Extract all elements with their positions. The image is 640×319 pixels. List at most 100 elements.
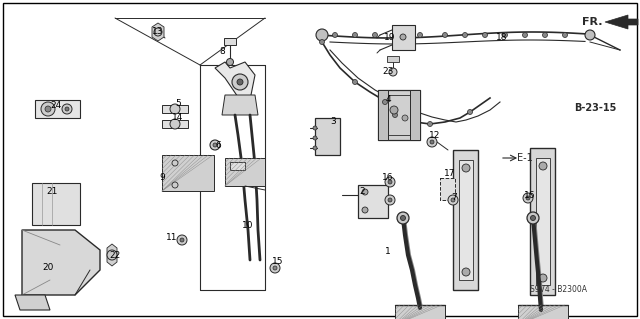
Circle shape	[389, 68, 397, 76]
Circle shape	[563, 33, 568, 38]
Polygon shape	[440, 178, 455, 200]
Circle shape	[385, 195, 395, 205]
Circle shape	[522, 33, 527, 38]
Circle shape	[172, 160, 178, 166]
Circle shape	[227, 58, 234, 65]
Polygon shape	[215, 62, 255, 100]
Text: 19: 19	[384, 33, 396, 42]
Circle shape	[527, 212, 539, 224]
Circle shape	[372, 33, 378, 38]
Text: 14: 14	[172, 114, 184, 122]
Circle shape	[319, 40, 324, 44]
Circle shape	[539, 274, 547, 282]
Text: 17: 17	[444, 168, 456, 177]
Circle shape	[177, 235, 187, 245]
Circle shape	[333, 33, 337, 38]
Circle shape	[531, 216, 536, 220]
Circle shape	[313, 126, 317, 130]
Bar	[395, 305, 445, 319]
Text: 16: 16	[382, 173, 394, 182]
Text: 18: 18	[496, 33, 508, 42]
Text: 6: 6	[215, 140, 221, 150]
Polygon shape	[536, 158, 550, 285]
Polygon shape	[453, 150, 478, 290]
Polygon shape	[162, 105, 188, 113]
Polygon shape	[530, 148, 555, 295]
Circle shape	[462, 268, 470, 276]
Text: 22: 22	[109, 251, 120, 261]
Circle shape	[180, 238, 184, 242]
Text: 16: 16	[524, 190, 536, 199]
Polygon shape	[22, 230, 100, 295]
Circle shape	[210, 140, 220, 150]
Circle shape	[362, 189, 368, 195]
Text: 11: 11	[166, 233, 178, 241]
Circle shape	[45, 106, 51, 112]
Circle shape	[442, 33, 447, 38]
Circle shape	[428, 122, 433, 127]
Text: FR.: FR.	[582, 17, 602, 27]
Polygon shape	[230, 162, 245, 170]
Text: 15: 15	[272, 257, 284, 266]
Circle shape	[448, 195, 458, 205]
Text: 3: 3	[330, 117, 336, 127]
Circle shape	[483, 33, 488, 38]
Circle shape	[213, 143, 217, 147]
Circle shape	[539, 162, 547, 170]
Text: 4: 4	[385, 95, 391, 105]
Text: 9: 9	[159, 174, 165, 182]
Circle shape	[543, 33, 547, 38]
Polygon shape	[35, 100, 80, 118]
Polygon shape	[224, 38, 236, 45]
Text: E-1: E-1	[517, 153, 533, 163]
Circle shape	[523, 193, 533, 203]
Circle shape	[417, 33, 422, 38]
Text: 20: 20	[42, 263, 54, 272]
Circle shape	[362, 207, 368, 213]
Circle shape	[462, 164, 470, 172]
Circle shape	[427, 137, 437, 147]
Text: 10: 10	[243, 221, 253, 231]
Text: S9V4 - B2300A: S9V4 - B2300A	[529, 286, 586, 294]
Polygon shape	[107, 244, 117, 266]
Circle shape	[430, 140, 434, 144]
Circle shape	[467, 109, 472, 115]
Polygon shape	[222, 95, 258, 115]
Circle shape	[232, 74, 248, 90]
Bar	[162, 155, 214, 191]
Circle shape	[463, 33, 467, 38]
Polygon shape	[378, 90, 420, 140]
Circle shape	[170, 119, 180, 129]
Circle shape	[385, 177, 395, 187]
Circle shape	[237, 79, 243, 85]
Text: B-23-15: B-23-15	[574, 103, 616, 113]
Circle shape	[390, 106, 398, 114]
Text: 23: 23	[382, 68, 394, 77]
Polygon shape	[32, 183, 80, 225]
Text: 7: 7	[451, 192, 457, 202]
Circle shape	[65, 107, 69, 111]
Circle shape	[401, 216, 406, 220]
Circle shape	[502, 33, 508, 38]
Bar	[518, 305, 568, 319]
Circle shape	[383, 100, 387, 105]
Polygon shape	[15, 295, 50, 310]
Circle shape	[62, 104, 72, 114]
Text: 13: 13	[152, 27, 164, 36]
Circle shape	[402, 115, 408, 121]
Circle shape	[172, 182, 178, 188]
Circle shape	[154, 28, 162, 36]
Text: 21: 21	[46, 188, 58, 197]
Circle shape	[353, 33, 358, 38]
Circle shape	[392, 113, 397, 117]
Circle shape	[313, 136, 317, 140]
Polygon shape	[392, 25, 415, 50]
Circle shape	[270, 263, 280, 273]
Text: 8: 8	[219, 48, 225, 56]
Bar	[225, 158, 265, 186]
Circle shape	[313, 146, 317, 150]
Polygon shape	[605, 15, 638, 29]
Polygon shape	[378, 90, 388, 140]
Polygon shape	[387, 56, 399, 62]
Polygon shape	[358, 185, 388, 218]
